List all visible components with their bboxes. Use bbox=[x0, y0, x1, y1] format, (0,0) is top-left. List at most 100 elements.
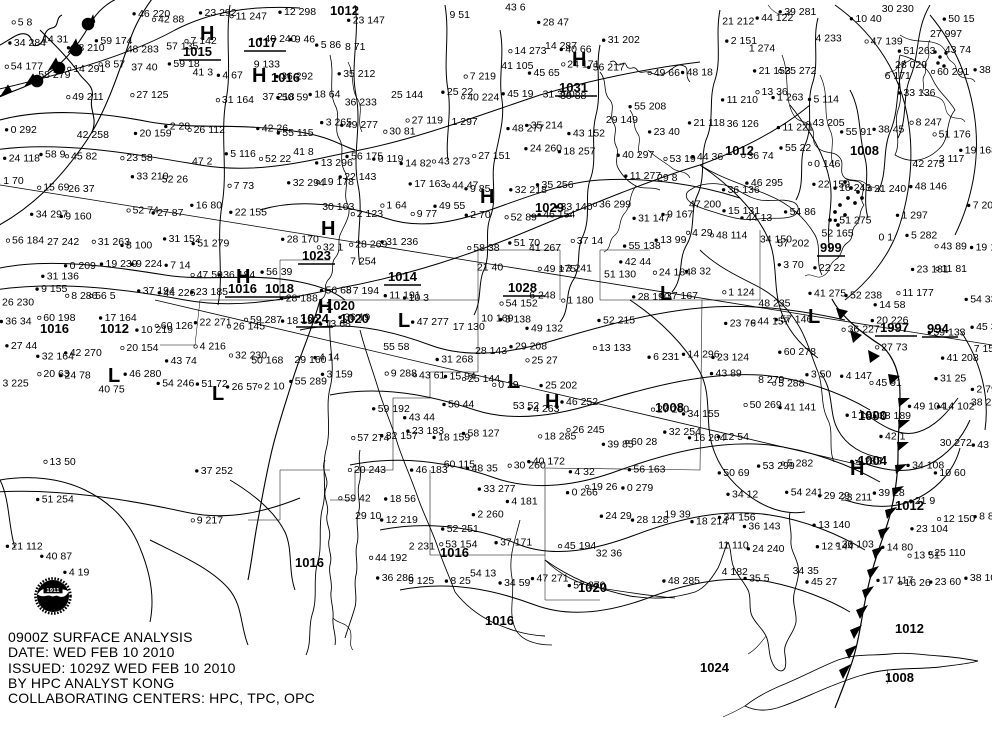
svg-text:40 172: 40 172 bbox=[533, 456, 565, 468]
svg-text:36 103: 36 103 bbox=[842, 539, 874, 551]
svg-text:43 57: 43 57 bbox=[977, 439, 992, 451]
svg-text:55 58: 55 58 bbox=[383, 341, 409, 353]
svg-text:51 176: 51 176 bbox=[939, 128, 971, 140]
svg-text:56 68: 56 68 bbox=[326, 284, 352, 296]
svg-text:35 5: 35 5 bbox=[749, 572, 770, 584]
svg-text:8 57: 8 57 bbox=[105, 58, 126, 70]
svg-text:1 124: 1 124 bbox=[728, 286, 754, 298]
svg-text:3 117: 3 117 bbox=[939, 153, 965, 165]
svg-text:21 112: 21 112 bbox=[11, 540, 42, 552]
svg-text:58 9: 58 9 bbox=[45, 149, 66, 161]
svg-text:3 70: 3 70 bbox=[783, 259, 804, 271]
svg-text:52 238: 52 238 bbox=[850, 290, 882, 302]
svg-text:27 87: 27 87 bbox=[157, 207, 183, 219]
svg-text:18 159: 18 159 bbox=[438, 432, 470, 444]
svg-text:31 202: 31 202 bbox=[608, 34, 640, 46]
svg-text:1020: 1020 bbox=[578, 580, 607, 595]
svg-text:54 13: 54 13 bbox=[470, 567, 496, 579]
svg-text:41 267: 41 267 bbox=[529, 242, 561, 254]
svg-text:1012: 1012 bbox=[100, 321, 129, 336]
svg-text:32 36: 32 36 bbox=[596, 548, 622, 560]
svg-text:38 45: 38 45 bbox=[878, 123, 904, 135]
svg-text:45 35: 45 35 bbox=[976, 321, 992, 333]
svg-text:21 40: 21 40 bbox=[477, 262, 503, 274]
svg-text:14 58: 14 58 bbox=[879, 299, 905, 311]
svg-text:55 22: 55 22 bbox=[785, 142, 811, 154]
svg-text:31 136: 31 136 bbox=[47, 270, 79, 282]
svg-text:41 275: 41 275 bbox=[814, 287, 846, 299]
svg-text:51 275: 51 275 bbox=[839, 214, 871, 226]
svg-text:60 278: 60 278 bbox=[784, 346, 816, 358]
svg-text:23 40: 23 40 bbox=[654, 126, 680, 138]
svg-text:1012: 1012 bbox=[895, 621, 924, 636]
svg-text:22 22: 22 22 bbox=[819, 262, 845, 274]
svg-text:1008: 1008 bbox=[655, 400, 684, 415]
svg-text:55 208: 55 208 bbox=[634, 101, 666, 113]
svg-text:13 50: 13 50 bbox=[50, 456, 76, 468]
svg-text:9 217: 9 217 bbox=[197, 514, 223, 526]
svg-text:H: H bbox=[200, 23, 214, 45]
svg-text:60 115: 60 115 bbox=[444, 459, 475, 471]
svg-text:51 130: 51 130 bbox=[604, 268, 636, 280]
svg-text:L: L bbox=[660, 283, 672, 305]
svg-text:H: H bbox=[480, 186, 494, 208]
svg-text:41 105: 41 105 bbox=[501, 60, 533, 72]
svg-text:15 69: 15 69 bbox=[43, 182, 69, 194]
svg-text:54 33: 54 33 bbox=[970, 293, 992, 305]
svg-text:36 34: 36 34 bbox=[5, 316, 31, 328]
svg-text:0 292: 0 292 bbox=[11, 124, 37, 136]
svg-text:23 76: 23 76 bbox=[730, 317, 756, 329]
svg-text:22 155: 22 155 bbox=[235, 206, 267, 218]
svg-text:14 273: 14 273 bbox=[514, 45, 546, 57]
svg-text:48 146: 48 146 bbox=[915, 181, 947, 193]
svg-text:28 170: 28 170 bbox=[287, 233, 319, 245]
svg-text:L: L bbox=[508, 371, 520, 393]
svg-text:48 35: 48 35 bbox=[472, 462, 498, 474]
svg-text:13 99: 13 99 bbox=[660, 234, 686, 246]
svg-text:8 71: 8 71 bbox=[345, 41, 366, 53]
svg-text:45 27: 45 27 bbox=[811, 576, 837, 588]
svg-text:47 2: 47 2 bbox=[192, 156, 213, 168]
svg-text:14 291: 14 291 bbox=[73, 63, 105, 75]
svg-text:9 224: 9 224 bbox=[136, 258, 162, 270]
svg-text:24 78: 24 78 bbox=[65, 370, 91, 382]
svg-text:11 247: 11 247 bbox=[236, 10, 267, 22]
svg-text:60 291: 60 291 bbox=[937, 66, 969, 78]
svg-text:1 274: 1 274 bbox=[749, 43, 775, 55]
svg-text:9 51: 9 51 bbox=[450, 9, 471, 21]
svg-text:6 231: 6 231 bbox=[653, 351, 679, 363]
svg-text:42 258: 42 258 bbox=[77, 129, 109, 141]
svg-text:41 3: 41 3 bbox=[193, 67, 214, 79]
svg-text:16 243: 16 243 bbox=[839, 182, 871, 194]
svg-text:49 104: 49 104 bbox=[914, 400, 946, 412]
svg-text:51 254: 51 254 bbox=[42, 494, 74, 506]
svg-text:1911: 1911 bbox=[46, 588, 59, 594]
svg-text:24 240: 24 240 bbox=[752, 543, 784, 555]
svg-text:29 208: 29 208 bbox=[515, 341, 547, 353]
svg-text:23 60: 23 60 bbox=[935, 576, 961, 588]
svg-text:11 221: 11 221 bbox=[782, 122, 813, 134]
svg-text:48 114: 48 114 bbox=[716, 229, 747, 241]
svg-text:2 123: 2 123 bbox=[357, 208, 383, 220]
svg-text:52 165: 52 165 bbox=[822, 227, 854, 239]
svg-text:37 252: 37 252 bbox=[201, 465, 233, 477]
svg-text:4 14: 4 14 bbox=[319, 352, 340, 364]
svg-text:1017: 1017 bbox=[248, 35, 277, 50]
svg-text:55 289: 55 289 bbox=[295, 375, 327, 387]
svg-text:1020: 1020 bbox=[340, 311, 369, 326]
svg-text:4 147: 4 147 bbox=[846, 370, 872, 382]
svg-text:14 296: 14 296 bbox=[688, 348, 720, 360]
svg-text:1 297: 1 297 bbox=[452, 116, 478, 128]
svg-text:11 210: 11 210 bbox=[727, 94, 758, 106]
svg-text:58 38: 58 38 bbox=[473, 242, 499, 254]
svg-text:11 81: 11 81 bbox=[942, 263, 968, 275]
svg-text:43 6: 43 6 bbox=[505, 1, 526, 13]
svg-text:1029: 1029 bbox=[535, 200, 564, 215]
svg-text:13 296: 13 296 bbox=[321, 157, 353, 169]
svg-text:51 263: 51 263 bbox=[903, 45, 935, 57]
svg-text:49 55: 49 55 bbox=[439, 200, 465, 212]
svg-text:5 282: 5 282 bbox=[911, 229, 937, 241]
svg-text:7 14: 7 14 bbox=[170, 259, 191, 271]
svg-text:31 164: 31 164 bbox=[222, 94, 254, 106]
svg-text:52 74: 52 74 bbox=[133, 205, 159, 217]
